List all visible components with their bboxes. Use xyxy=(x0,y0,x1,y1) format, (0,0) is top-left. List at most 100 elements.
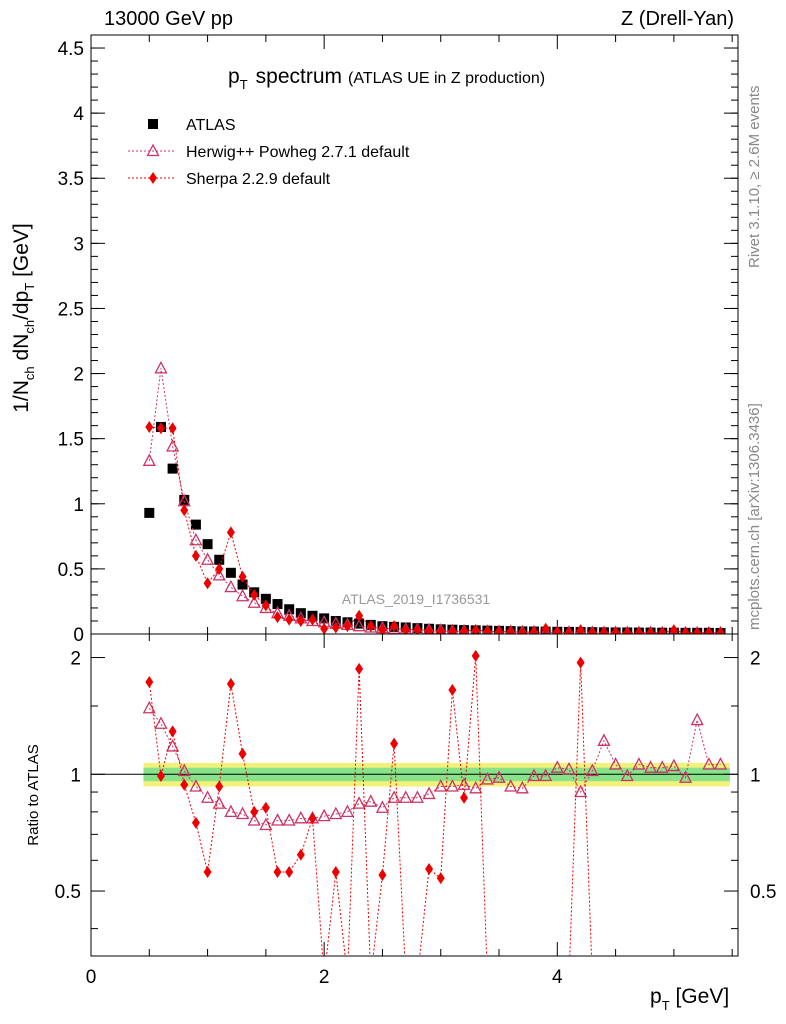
data-point xyxy=(658,626,667,634)
ratio-data-point xyxy=(492,770,506,783)
ratio-data-point xyxy=(632,757,646,770)
y-tick-label: 1 xyxy=(73,495,84,516)
ratio-data-point xyxy=(576,656,585,669)
data-point xyxy=(247,595,261,608)
legend-label: Herwig++ Powheg 2.7.1 default xyxy=(186,144,410,161)
data-point xyxy=(460,625,469,634)
plot-title: pT spectrum (ATLAS UE in Z production) xyxy=(228,65,545,92)
data-point xyxy=(366,620,375,633)
ratio-data-point xyxy=(390,737,399,750)
process-label: Z (Drell-Yan) xyxy=(621,8,734,30)
data-point xyxy=(378,624,387,634)
data-point xyxy=(273,611,282,624)
ratio-data-point xyxy=(448,683,457,696)
y-tick-label: 4 xyxy=(73,104,84,125)
plot-subtitle: (ATLAS UE in Z production) xyxy=(348,70,545,87)
data-point xyxy=(156,422,165,435)
ratio-data-point xyxy=(422,786,436,800)
ratio-y-axis-label: Ratio to ATLAS xyxy=(25,744,42,845)
data-point xyxy=(330,615,341,626)
data-point xyxy=(235,588,250,602)
ratio-data-point xyxy=(156,769,165,782)
ratio-data-point xyxy=(367,971,375,983)
data-point xyxy=(646,626,655,634)
data-point xyxy=(506,625,515,634)
ratio-data-point xyxy=(399,790,413,803)
plot-title-sub: T xyxy=(240,77,248,92)
ratio-data-point xyxy=(507,971,515,983)
ratio-data-point xyxy=(317,808,331,822)
data-point xyxy=(669,625,679,634)
data-point xyxy=(343,620,352,633)
data-point xyxy=(166,439,180,452)
y-tick-label: 3.5 xyxy=(58,169,84,190)
ratio-data-point xyxy=(588,971,596,983)
ratio-data-point xyxy=(413,971,421,983)
data-point xyxy=(168,422,177,435)
data-point xyxy=(285,613,294,626)
series-sherpa xyxy=(145,420,725,634)
series-line xyxy=(148,368,721,634)
ratio-data-point xyxy=(717,971,725,983)
y-axis-label-part: ch xyxy=(22,320,37,334)
ratio-data-point xyxy=(436,872,445,885)
ratio-data-point xyxy=(469,780,483,794)
ratio-data-point xyxy=(705,971,713,983)
ratio-data-point xyxy=(273,865,282,878)
ratio-data-point xyxy=(247,813,261,826)
ratio-data-point xyxy=(402,971,410,983)
data-point xyxy=(260,593,271,604)
data-point xyxy=(214,554,225,565)
ratio-data-point xyxy=(378,868,387,881)
ratio-data-point xyxy=(425,862,434,875)
data-point xyxy=(623,626,632,634)
ratio-data-point xyxy=(495,971,503,983)
ratio-data-point xyxy=(154,716,168,729)
data-point xyxy=(716,626,725,634)
data-point xyxy=(261,599,270,612)
data-point xyxy=(540,624,551,634)
x-tick-label: 2 xyxy=(319,967,330,988)
ratio-data-point xyxy=(527,768,541,782)
ratio-data-point xyxy=(215,780,224,793)
ratio-data-point xyxy=(647,971,655,983)
y-axis-label-part: /dp xyxy=(10,291,33,320)
ratio-data-point xyxy=(282,813,296,826)
ratio-y-tick-label-right: 1 xyxy=(750,765,761,786)
energy-label: 13000 GeV pp xyxy=(104,8,233,30)
x-axis-label-unit: [GeV] xyxy=(670,985,730,1008)
y-tick-label: 4.5 xyxy=(58,39,84,60)
data-point xyxy=(320,622,329,634)
ratio-panel: 0.5 0.5 1 1 2 2 0 2 4 Ratio to ATLAS pT [GeV] xyxy=(25,633,776,1013)
ratio-data-point xyxy=(655,760,669,773)
ratio-data-point xyxy=(480,772,494,785)
ratio-data-point xyxy=(375,800,390,813)
ratio-data-point xyxy=(539,768,553,782)
ratio-data-point xyxy=(609,757,623,770)
data-point xyxy=(354,618,365,629)
ratio-data-point xyxy=(460,791,469,804)
data-point xyxy=(154,360,168,374)
analysis-watermark: ATLAS_2019_I1736531 xyxy=(342,591,491,607)
ratio-series-layer xyxy=(142,649,728,983)
ratio-data-point xyxy=(191,816,200,829)
legend-label: Sherpa 2.2.9 default xyxy=(186,171,331,188)
ratio-data-point xyxy=(212,796,226,809)
data-point xyxy=(355,609,364,622)
ratio-data-point xyxy=(483,971,491,983)
ratio-y-tick-label: 0.5 xyxy=(55,882,81,903)
data-point xyxy=(179,494,190,505)
main-series-layer xyxy=(142,360,726,634)
data-point xyxy=(331,621,340,634)
ratio-data-point xyxy=(562,761,576,775)
ratio-data-point xyxy=(565,971,573,983)
ratio-data-point xyxy=(355,662,364,675)
ratio-y-tick-label: 1 xyxy=(70,765,81,786)
ratio-data-point xyxy=(612,971,620,983)
data-point xyxy=(669,624,678,634)
data-point xyxy=(413,624,422,634)
data-point xyxy=(201,552,215,565)
data-point xyxy=(599,626,608,634)
ratio-data-point xyxy=(530,971,538,983)
